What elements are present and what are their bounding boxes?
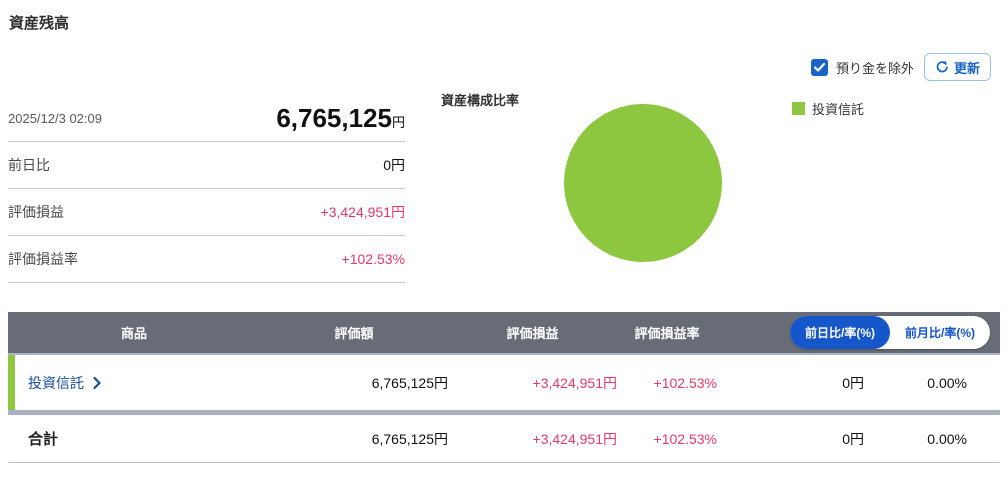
table-total-row: 合計 6,765,125円 +3,424,951円 +102.53% 0円 0.… xyxy=(8,415,1000,463)
gain-row: 評価損益 +3,424,951円 xyxy=(8,189,405,236)
asset-composition-pie-chart xyxy=(564,104,722,262)
day-change-row: 前日比 0円 xyxy=(8,142,405,189)
refresh-button-label: 更新 xyxy=(953,60,980,76)
product-name: 投資信託 xyxy=(28,374,84,391)
total-valuation: 6,765,125円 xyxy=(371,430,448,447)
toggle-day-change[interactable]: 前日比/率(%) xyxy=(790,316,890,349)
total-day-change: 0円 xyxy=(842,430,864,447)
gain-label: 評価損益 xyxy=(8,204,64,220)
chevron-right-icon xyxy=(93,376,101,389)
table-row: 投資信託 6,765,125円 +3,424,951円 +102.53% 0円 … xyxy=(8,355,1000,410)
header-gain-rate: 評価損益率 xyxy=(634,326,700,341)
header-product: 商品 xyxy=(120,326,147,341)
row-accent-bar xyxy=(8,355,15,410)
refresh-button[interactable]: 更新 xyxy=(923,53,991,81)
product-link-investment-trust[interactable]: 投資信託 xyxy=(8,373,260,393)
day-change-label: 前日比 xyxy=(8,157,50,173)
gain-rate-row: 評価損益率 +102.53% xyxy=(8,236,405,283)
pie-legend: 投資信託 xyxy=(792,99,864,118)
total-asset-amount: 6,765,125円 xyxy=(276,103,405,134)
row-day-change-rate: 0.00% xyxy=(927,374,967,391)
gain-rate-label: 評価損益率 xyxy=(8,251,78,267)
total-gain-rate: +102.53% xyxy=(653,430,717,447)
row-day-change: 0円 xyxy=(842,374,864,391)
header-valuation: 評価額 xyxy=(334,326,374,341)
exclude-deposits-checkbox[interactable]: 預り金を除外 xyxy=(810,58,914,77)
summary-panel: 2025/12/3 02:09 6,765,125円 前日比 0円 評価損益 +… xyxy=(8,95,405,283)
header-gain: 評価損益 xyxy=(506,326,559,341)
total-asset-value: 6,765,125 xyxy=(276,102,392,133)
summary-total-row: 2025/12/3 02:09 6,765,125円 xyxy=(8,95,405,142)
legend-label: 投資信託 xyxy=(812,102,865,117)
period-toggle-group: 前日比/率(%) 前月比/率(%) xyxy=(790,316,990,349)
legend-swatch xyxy=(792,102,805,115)
checkbox-checked-icon[interactable] xyxy=(810,58,828,76)
as-of-timestamp: 2025/12/3 02:09 xyxy=(8,110,102,126)
asset-table: 商品 評価額 評価損益 評価損益率 前日比/率(%) 前月比/率(%) 投資信託… xyxy=(8,312,1000,463)
refresh-icon xyxy=(936,60,948,73)
total-day-change-rate: 0.00% xyxy=(927,430,967,447)
exclude-deposits-label: 預り金を除外 xyxy=(835,60,914,76)
top-controls: 預り金を除外 更新 xyxy=(810,53,991,81)
toggle-month-change[interactable]: 前月比/率(%) xyxy=(905,326,975,340)
row-gain-rate: +102.53% xyxy=(653,374,717,391)
total-gain: +3,424,951円 xyxy=(532,430,617,447)
row-valuation: 6,765,125円 xyxy=(371,374,448,391)
table-header: 商品 評価額 評価損益 評価損益率 前日比/率(%) 前月比/率(%) xyxy=(8,312,1000,355)
gain-value: +3,424,951円 xyxy=(320,204,405,220)
page-title: 資産残高 xyxy=(9,15,70,32)
period-toggle: 前日比/率(%) 前月比/率(%) xyxy=(717,316,1000,349)
row-gain: +3,424,951円 xyxy=(532,374,617,391)
day-change-value: 0円 xyxy=(383,157,405,173)
currency-unit: 円 xyxy=(391,114,405,130)
check-icon xyxy=(813,62,825,72)
gain-rate-value: +102.53% xyxy=(341,251,405,267)
table-separator xyxy=(8,410,1000,415)
pie-chart-title: 資産構成比率 xyxy=(441,93,520,108)
total-row-label: 合計 xyxy=(28,431,59,448)
